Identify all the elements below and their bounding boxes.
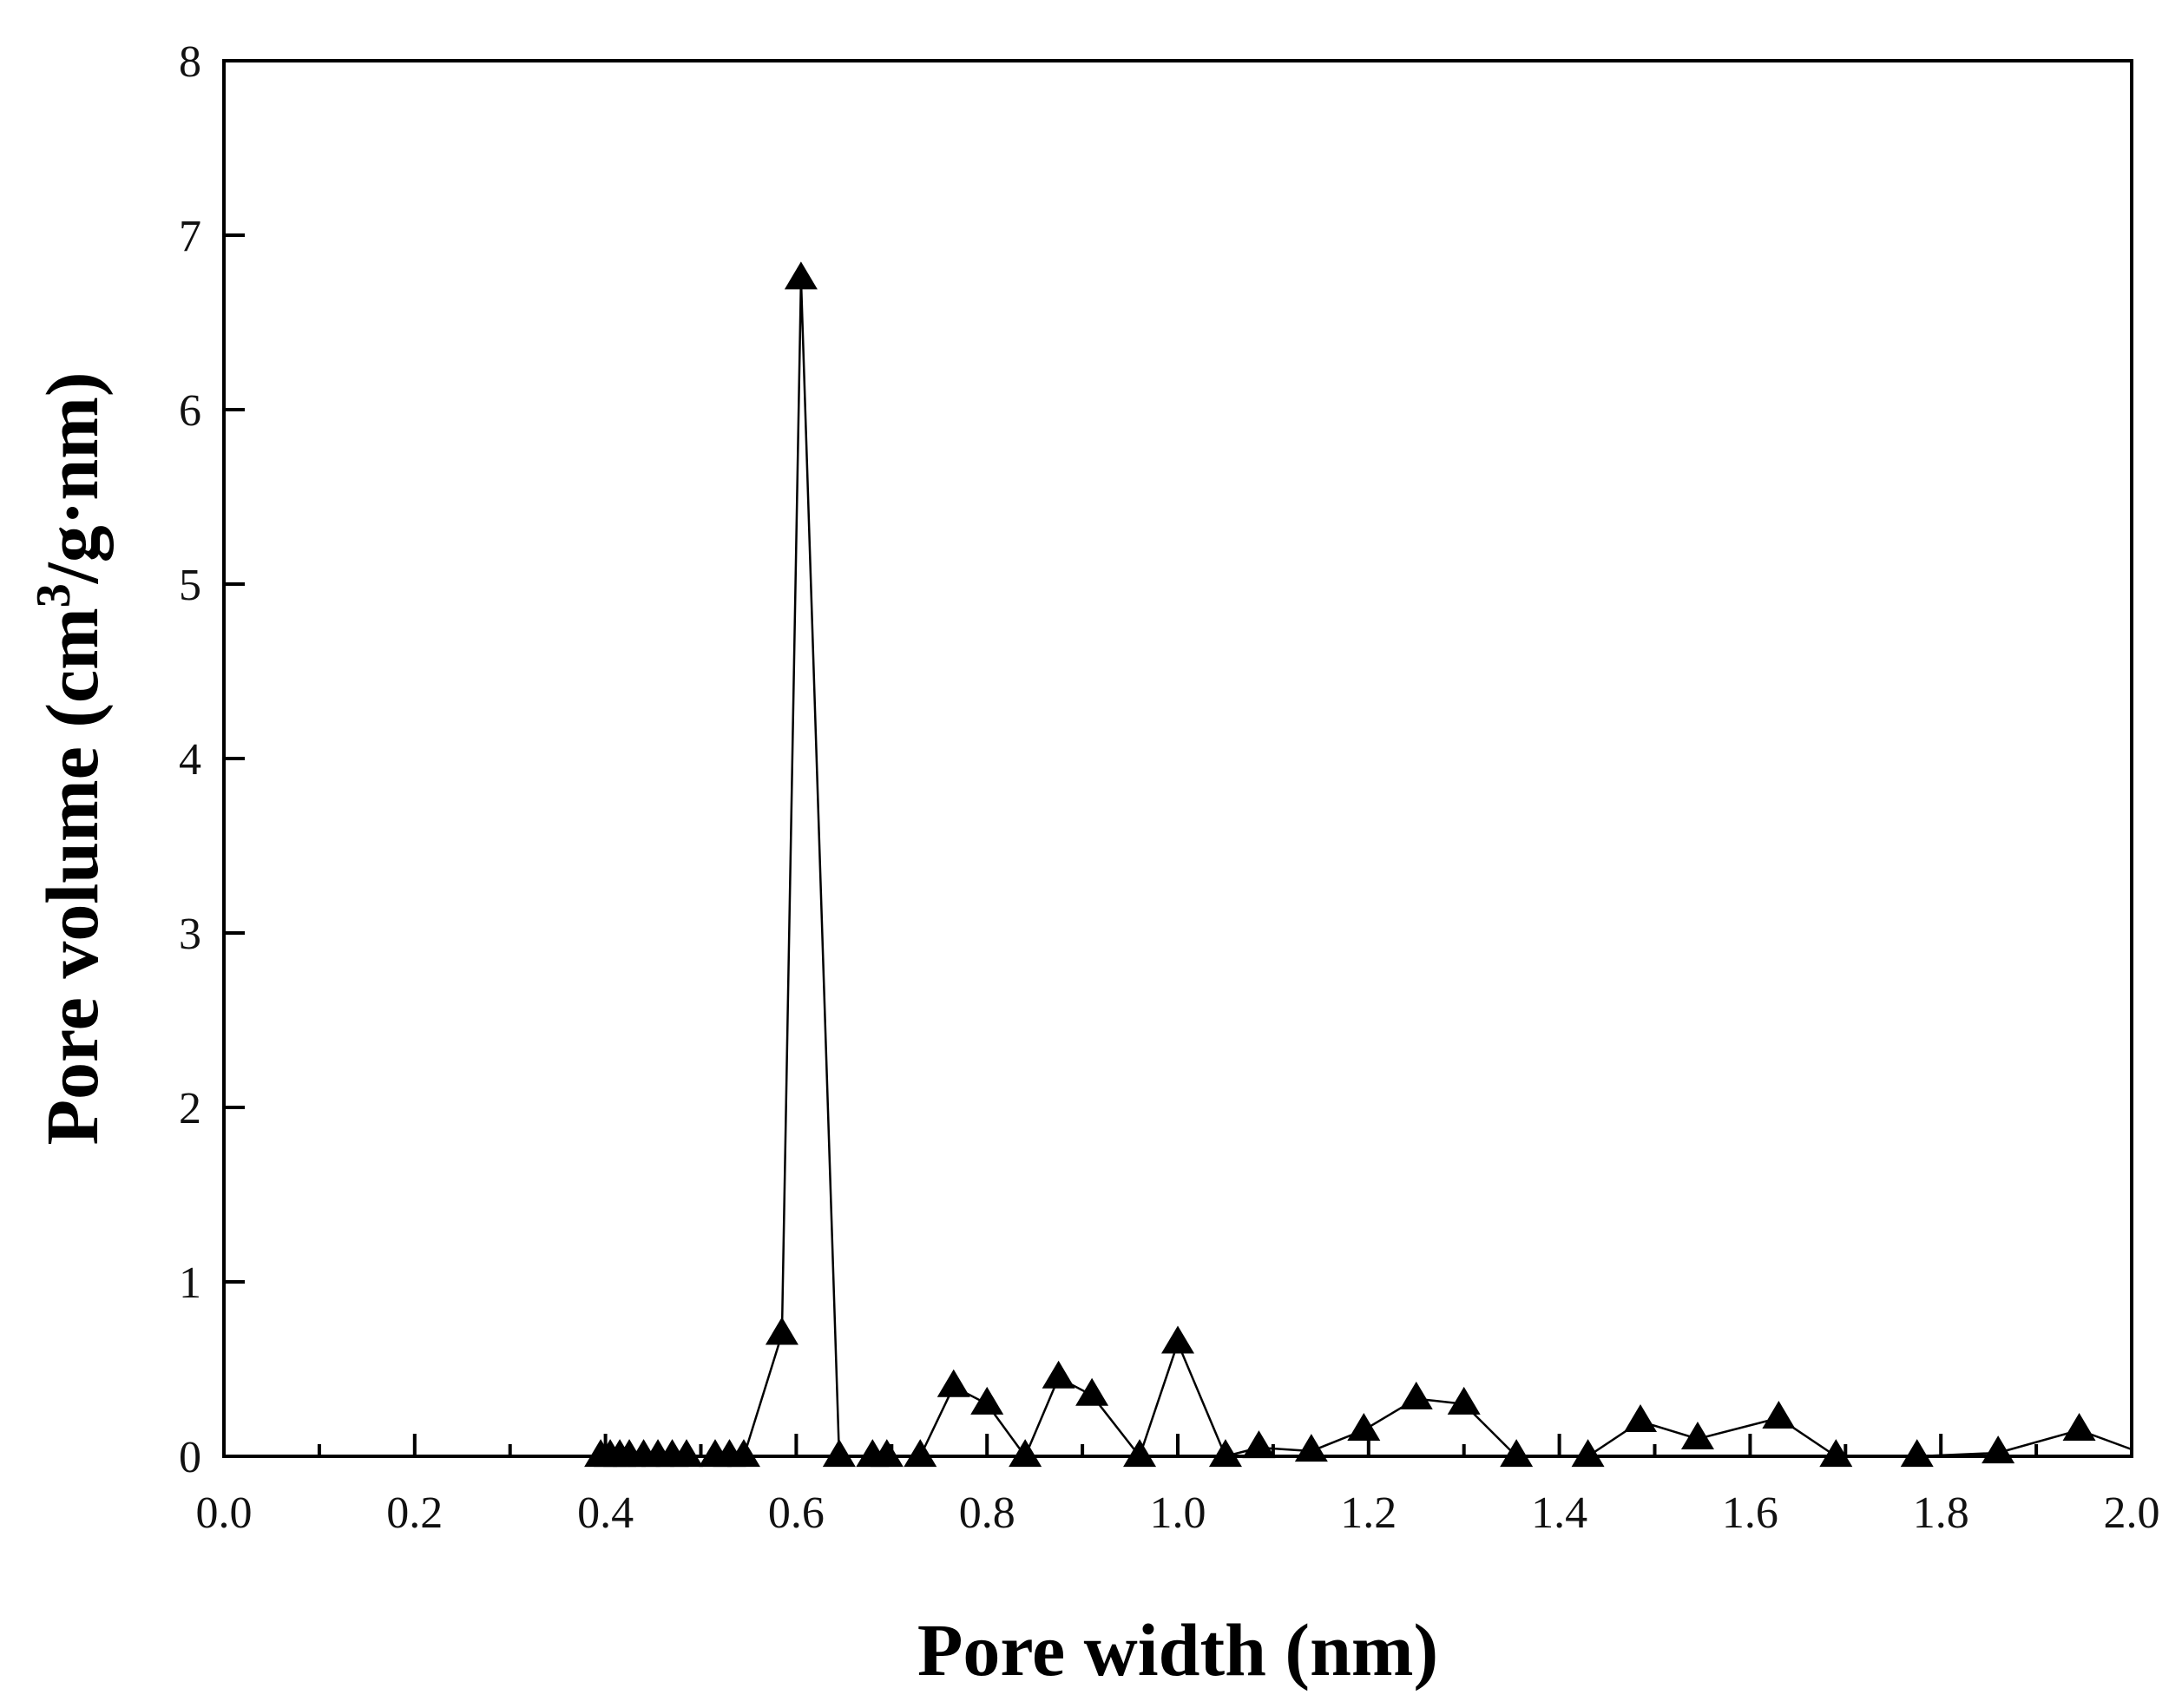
y-tick-label-0: 0 [179, 1433, 201, 1482]
data-point-0-25 [1242, 1430, 1276, 1459]
x-tick-label-4: 0.8 [959, 1488, 1015, 1538]
plot-area [584, 261, 2133, 1468]
y-tick-label-5: 5 [179, 561, 201, 610]
x-axis-ticks: 0.0 0.2 0.4 0.6 0.8 1.0 1.2 1.4 1.6 1.8 2.0 [196, 1434, 2160, 1538]
data-point-0-29 [1447, 1386, 1481, 1415]
y-tick-label-6: 6 [179, 386, 201, 436]
y-axis-title-superscript: 3 [27, 583, 81, 608]
data-point-0-23 [1161, 1325, 1194, 1354]
data-point-0-30 [1500, 1439, 1534, 1468]
plot-frame [222, 59, 2133, 1458]
data-point-0-35 [1819, 1439, 1853, 1468]
data-point-0-24 [1208, 1439, 1242, 1468]
data-point-0-7 [670, 1439, 704, 1468]
data-point-0-34 [1762, 1400, 1796, 1429]
y-axis-title: Pore volume (cm3/g·nm) [27, 372, 114, 1146]
x-tick-label-0: 0.0 [196, 1488, 253, 1538]
x-tick-label-8: 1.6 [1722, 1488, 1778, 1538]
x-tick-label-1: 0.2 [386, 1488, 443, 1538]
y-tick-label-4: 4 [179, 735, 201, 785]
data-point-0-15 [870, 1439, 904, 1468]
y-tick-label-8: 8 [179, 37, 201, 87]
x-tick-label-6: 1.2 [1340, 1488, 1397, 1538]
x-tick-label-10: 2.0 [2104, 1488, 2160, 1538]
x-tick-label-3: 0.6 [768, 1488, 825, 1538]
x-tick-label-7: 1.4 [1531, 1488, 1587, 1538]
y-axis-ticks: 0 1 2 3 4 5 6 7 8 [179, 37, 245, 1482]
data-point-0-22 [1123, 1439, 1157, 1468]
y-tick-label-3: 3 [179, 910, 201, 959]
y-axis-title-tail: /g·nm) [30, 372, 114, 585]
y-tick-label-1: 1 [179, 1258, 201, 1308]
data-point-0-11 [765, 1317, 799, 1345]
x-axis-title: Pore width (nm) [917, 1608, 1438, 1692]
data-point-0-13 [822, 1439, 856, 1468]
data-point-0-17 [937, 1369, 970, 1397]
data-point-0-28 [1399, 1381, 1433, 1409]
y-tick-label-7: 7 [179, 212, 201, 261]
x-tick-label-5: 1.0 [1150, 1488, 1206, 1538]
data-point-0-18 [970, 1386, 1004, 1415]
data-point-0-32 [1624, 1403, 1658, 1432]
y-tick-label-2: 2 [179, 1084, 201, 1133]
x-tick-label-9: 1.8 [1913, 1488, 1969, 1538]
data-point-0-12 [784, 261, 818, 290]
series-line-0 [601, 278, 2133, 1458]
data-point-0-20 [1042, 1360, 1075, 1389]
x-tick-label-2: 0.4 [577, 1488, 634, 1538]
data-point-0-31 [1571, 1439, 1605, 1468]
data-point-0-19 [1009, 1439, 1042, 1468]
data-point-0-36 [1900, 1439, 1934, 1468]
y-axis-title-main: Pore volume (cm [30, 608, 114, 1145]
data-point-0-38 [2062, 1413, 2096, 1442]
data-point-0-10 [726, 1439, 760, 1468]
data-point-0-33 [1680, 1422, 1714, 1450]
data-point-0-21 [1075, 1377, 1109, 1406]
data-point-0-27 [1347, 1413, 1381, 1442]
data-point-0-16 [904, 1439, 937, 1468]
